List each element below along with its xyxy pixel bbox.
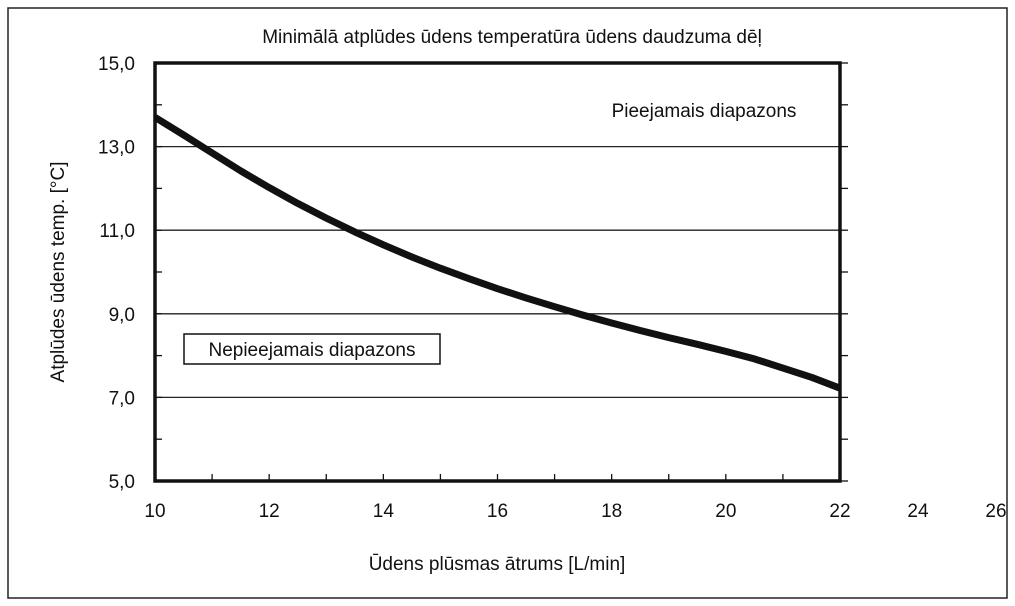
x-tick-label-4: 18 [601, 501, 622, 522]
y-tick-label-2: 9,0 [109, 305, 135, 326]
annotation-unavailable-box [183, 333, 441, 365]
x-tick-label-3: 16 [487, 501, 508, 522]
x-axis-label: Ūdens plūsmas ātrums [L/min] [369, 554, 626, 575]
chart-title: Minimālā atplūdes ūdens temperatūra ūden… [262, 27, 762, 48]
series-line [153, 114, 842, 392]
annotation-unavailable-range: Nepieejamais diapazons [208, 340, 415, 361]
y-tick-labels: 5,0 7,0 9,0 11,0 13,0 15,0 [98, 54, 135, 493]
annotation-available-range: Pieejamais diapazons [612, 101, 797, 122]
x-tick-label-6: 22 [829, 501, 850, 522]
x-tick-label-0: 10 [144, 501, 165, 522]
plot-area-border [153, 61, 842, 483]
x-tick-label-5: 20 [715, 501, 736, 522]
y-axis-label: Atplūdes ūdens temp. [°C] [48, 162, 69, 383]
x-tick-label-1: 12 [259, 501, 280, 522]
y-tick-label-4: 13,0 [98, 138, 135, 159]
y-tick-label-1: 7,0 [109, 388, 135, 409]
y-tick-label-0: 5,0 [109, 472, 135, 493]
x-tick-label-2: 14 [373, 501, 395, 522]
x-tick-label-8: 26 [985, 501, 1006, 522]
x-tick-label-7: 24 [907, 501, 929, 522]
x-tick-labels: 10 12 14 16 18 20 22 24 26 [144, 501, 1006, 522]
y-tick-label-3: 11,0 [99, 221, 135, 242]
y-tick-label-5: 15,0 [98, 54, 135, 75]
grid [155, 145, 840, 399]
